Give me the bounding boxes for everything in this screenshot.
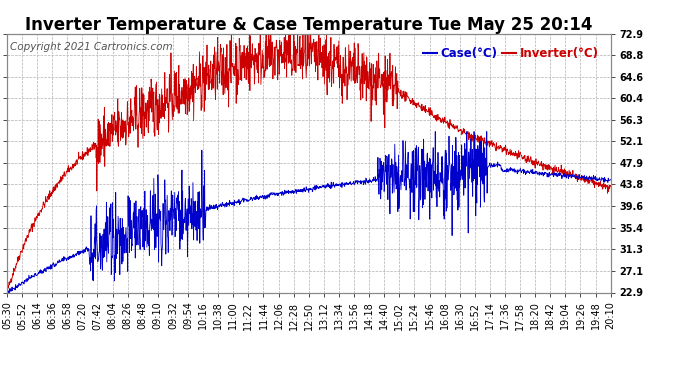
Text: Copyright 2021 Cartronics.com: Copyright 2021 Cartronics.com xyxy=(10,42,172,51)
Legend: Case(°C), Inverter(°C): Case(°C), Inverter(°C) xyxy=(418,42,604,64)
Title: Inverter Temperature & Case Temperature Tue May 25 20:14: Inverter Temperature & Case Temperature … xyxy=(25,16,593,34)
